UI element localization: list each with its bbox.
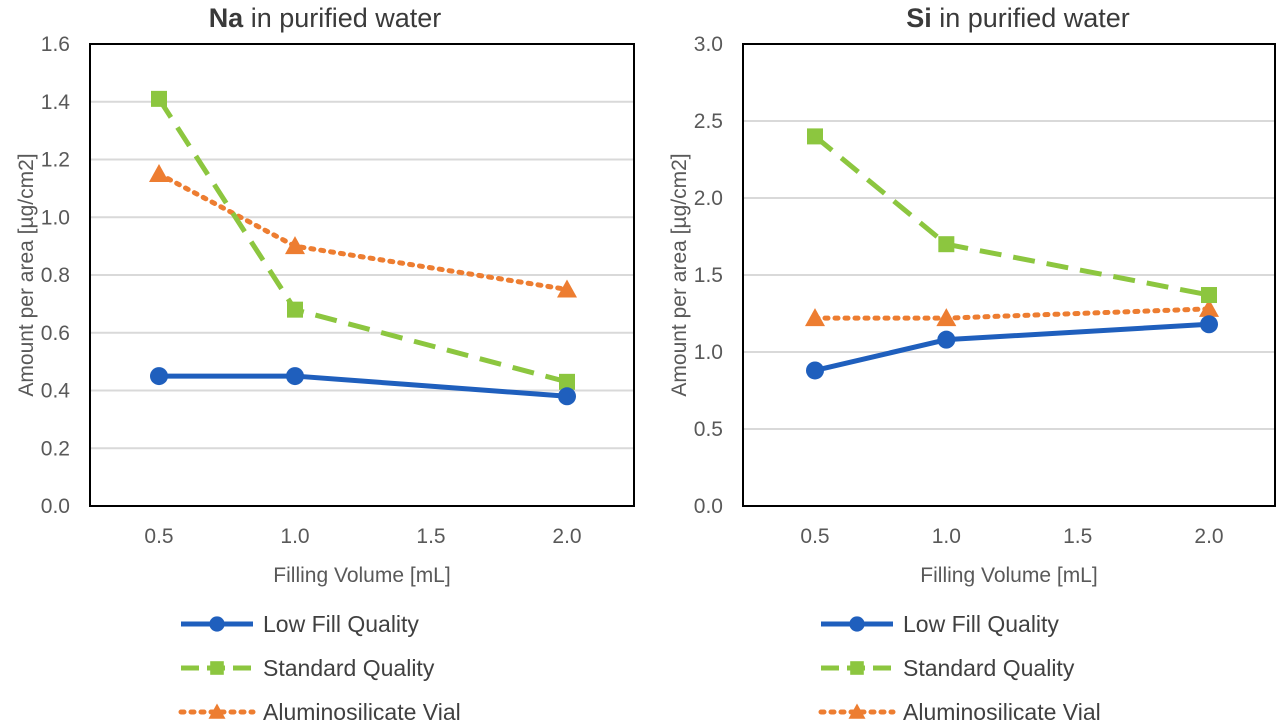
y-tick-label: 0.8 xyxy=(41,264,70,287)
legend-entry: Low Fill Quality xyxy=(821,611,1059,637)
y-tick-label: 1.5 xyxy=(694,264,723,287)
data-point xyxy=(1201,287,1217,304)
data-point xyxy=(1199,298,1219,317)
data-point xyxy=(287,301,303,318)
y-tick-label: 1.4 xyxy=(41,91,71,114)
x-tick-label: 1.0 xyxy=(932,525,961,548)
legend-marker xyxy=(849,616,865,632)
data-point xyxy=(805,308,825,327)
y-tick-label: 2.5 xyxy=(694,110,723,133)
legend-label: Aluminosilicate Vial xyxy=(903,699,1101,725)
y-tick-label: 0.5 xyxy=(694,418,723,441)
y-tick-label: 1.6 xyxy=(41,33,70,56)
chart-title-bold: Na xyxy=(209,3,244,33)
legend-marker xyxy=(209,616,225,632)
y-axis-label: Amount per area [µg/cm2] xyxy=(668,153,691,396)
legend-label: Aluminosilicate Vial xyxy=(263,699,461,725)
x-tick-label: 0.5 xyxy=(144,525,173,548)
plot-frame xyxy=(89,43,635,507)
data-point xyxy=(558,387,576,406)
x-tick-label: 2.0 xyxy=(1194,525,1223,548)
data-point xyxy=(286,367,304,386)
chart-panel-si: 0.0 0.5 1.0 1.5 2.0 2.5 3.0 0.5 1.0 1.5 2.0 Si in p… xyxy=(668,3,1276,725)
series-line xyxy=(156,97,568,385)
y-tick-label: 2.0 xyxy=(694,187,723,210)
legend-marker xyxy=(210,661,224,675)
legend-marker xyxy=(208,703,226,719)
data-point xyxy=(806,361,824,380)
x-tick-label: 1.5 xyxy=(1063,525,1092,548)
y-tick-label: 3.0 xyxy=(694,33,723,56)
x-axis-label: Filling Volume [mL] xyxy=(273,564,450,587)
y-tick-label: 0.0 xyxy=(694,495,723,518)
legend-label: Low Fill Quality xyxy=(263,611,419,637)
y-tick-label: 1.0 xyxy=(694,341,723,364)
data-point xyxy=(285,236,305,255)
series-line xyxy=(159,373,568,399)
chart-title-bold: Si xyxy=(906,3,932,33)
y-tick-label: 0.6 xyxy=(41,322,70,345)
legend-entry: Aluminosilicate Vial xyxy=(818,699,1101,725)
data-point xyxy=(937,330,956,349)
chart-title: Si in purified water xyxy=(906,3,1130,33)
y-tick-label: 0.4 xyxy=(41,380,71,403)
chart-title: Na in purified water xyxy=(209,3,442,33)
y-tick-label: 1.2 xyxy=(41,149,70,172)
x-tick-label: 1.0 xyxy=(280,525,309,548)
legend-entry: Low Fill Quality xyxy=(181,611,419,637)
y-axis-label: Amount per area [µg/cm2] xyxy=(15,153,38,396)
x-axis-label: Filling Volume [mL] xyxy=(920,564,1097,587)
y-tick-label: 0.0 xyxy=(41,495,70,518)
chart-title-rest: in purified water xyxy=(932,3,1130,33)
x-tick-label: 1.5 xyxy=(416,525,445,548)
series-line xyxy=(813,134,1210,298)
chart-title-rest: in purified water xyxy=(243,3,441,33)
legend-entry: Standard Quality xyxy=(181,655,435,681)
data-point xyxy=(151,90,167,107)
legend-entry: Standard Quality xyxy=(821,655,1075,681)
data-point xyxy=(150,367,168,386)
legend-marker xyxy=(850,661,864,675)
legend-label: Standard Quality xyxy=(903,655,1075,681)
chart-panel-na: 0.0 0.2 0.4 0.6 0.8 1.0 1.2 1.4 1.6 0.5 1.0 1.5 2.0 N… xyxy=(15,3,635,725)
data-point xyxy=(938,236,955,253)
x-tick-label: 0.5 xyxy=(800,525,829,548)
data-point xyxy=(936,308,957,327)
legend-label: Low Fill Quality xyxy=(903,611,1059,637)
legend-label: Standard Quality xyxy=(263,655,435,681)
series-line xyxy=(814,321,1210,373)
y-tick-label: 0.2 xyxy=(41,437,70,460)
data-point xyxy=(1200,315,1218,334)
x-tick-label: 2.0 xyxy=(552,525,581,548)
y-tick-label: 1.0 xyxy=(41,206,70,229)
series-line xyxy=(812,306,1212,321)
plot-frame xyxy=(742,43,1276,507)
legend-marker xyxy=(848,703,866,719)
legend-entry: Aluminosilicate Vial xyxy=(178,699,461,725)
data-point xyxy=(559,373,575,390)
data-point xyxy=(807,128,823,145)
data-point xyxy=(149,163,169,182)
data-point xyxy=(557,279,577,298)
